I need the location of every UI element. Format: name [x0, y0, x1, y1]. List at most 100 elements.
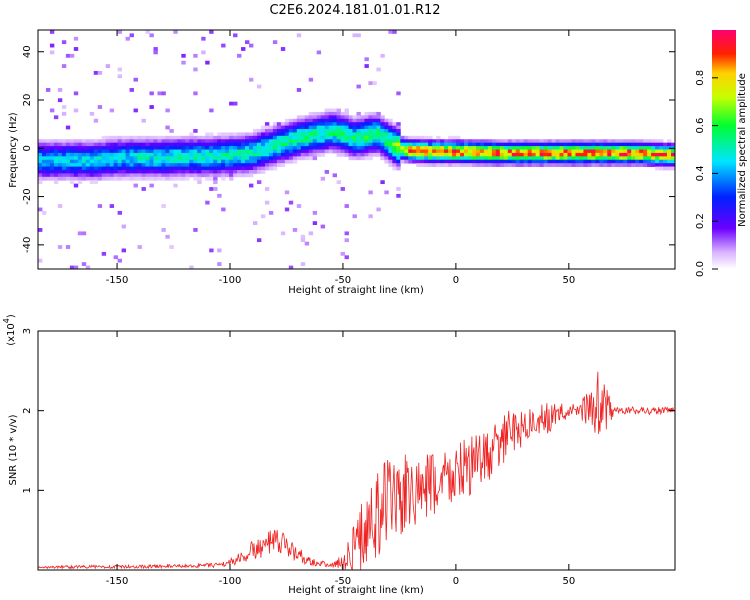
- heatmap-cell: [420, 163, 425, 167]
- heatmap-cell: [109, 163, 115, 167]
- heatmap-cell: [49, 173, 55, 178]
- heatmap-cell: [316, 135, 322, 140]
- heatmap-cell: [284, 156, 290, 161]
- heatmap-cell: [237, 132, 242, 137]
- heatmap-cell: [499, 152, 505, 157]
- heatmap-cell: [392, 132, 397, 137]
- heatmap-cell: [452, 146, 457, 150]
- heatmap-cell: [284, 159, 290, 164]
- heatmap-cell: [241, 159, 246, 164]
- heatmap-cell: [189, 139, 194, 144]
- heatmap-cell: [384, 132, 389, 137]
- heatmap-cell: [607, 149, 612, 154]
- heatmap-cell: [463, 159, 469, 164]
- heatmap-cell: [304, 146, 310, 150]
- heatmap-cell: [456, 159, 461, 164]
- heatmap-cell: [380, 115, 385, 120]
- heatmap-cell: [448, 156, 453, 161]
- heatmap-cell: [372, 111, 377, 116]
- heatmap-cell: [452, 163, 457, 167]
- heatmap-cell: [432, 152, 437, 157]
- heatmap-cell: [41, 159, 47, 164]
- heatmap-cell: [392, 135, 397, 140]
- heatmap-cell: [651, 152, 656, 157]
- heatmap-cell: [241, 169, 246, 174]
- heatmap-cell: [165, 139, 170, 144]
- heatmap-cell: [320, 129, 326, 133]
- heatmap-cell: [133, 163, 138, 167]
- heatmap-cell: [280, 132, 286, 137]
- heatmap-cell: [109, 135, 115, 140]
- heatmap-cell: [121, 152, 126, 157]
- heatmap-cell: [249, 149, 254, 154]
- heatmap-cell: [547, 163, 552, 167]
- heatmap-cell: [456, 142, 461, 147]
- heatmap-cell: [643, 159, 648, 164]
- heatmap-cell: [559, 149, 564, 154]
- heatmap-cell: [125, 173, 130, 178]
- heatmap-cell: [49, 169, 55, 174]
- heatmap-cell: [185, 146, 190, 150]
- heatmap-cell: [117, 166, 123, 171]
- heatmap-cell: [591, 146, 596, 150]
- heatmap-cell: [181, 159, 186, 164]
- heatmap-cell: [543, 142, 548, 147]
- heatmap-cell: [328, 142, 334, 147]
- heatmap-cell: [460, 163, 465, 167]
- heatmap-cell: [177, 152, 182, 157]
- heatmap-cell: [205, 139, 210, 144]
- heatmap-cell: [396, 149, 401, 154]
- heatmap-cell: [547, 149, 552, 154]
- heatmap-cell: [296, 146, 302, 150]
- heatmap-cell: [384, 125, 389, 130]
- heatmap-cell: [408, 135, 413, 140]
- heatmap-cell: [308, 135, 314, 140]
- heatmap-cell: [440, 156, 445, 161]
- heatmap-cell: [412, 135, 417, 140]
- heatmap-cell: [324, 146, 330, 150]
- heatmap-cell: [57, 169, 63, 174]
- heatmap-cell: [364, 64, 369, 68]
- heatmap-cell: [169, 142, 174, 147]
- heatmap-cell: [396, 129, 401, 133]
- heatmap-cell: [145, 149, 150, 154]
- heatmap-cell: [619, 149, 624, 154]
- heatmap-cell: [456, 139, 461, 144]
- heatmap-cell: [368, 152, 373, 157]
- heatmap-cell: [260, 159, 266, 164]
- spectrogram-frame: [37, 29, 676, 270]
- heatmap-cell: [57, 142, 63, 147]
- heatmap-cell: [635, 149, 640, 154]
- heatmap-cell: [491, 146, 497, 150]
- heatmap-cell: [603, 152, 608, 157]
- heatmap-cell: [460, 139, 465, 144]
- heatmap-cell: [193, 152, 198, 157]
- heatmap-cell: [320, 122, 326, 126]
- heatmap-cell: [69, 139, 75, 144]
- heatmap-cell: [456, 135, 461, 140]
- heatmap-cell: [623, 163, 628, 167]
- heatmap-cell: [241, 163, 246, 167]
- heatmap-cell: [340, 122, 345, 126]
- heatmap-cell: [631, 163, 636, 167]
- heatmap-cell: [117, 74, 123, 79]
- heatmap-cell: [300, 149, 306, 154]
- heatmap-cell: [428, 142, 433, 147]
- heatmap-cell: [252, 163, 258, 167]
- heatmap-cell: [559, 146, 564, 150]
- heatmap-cell: [93, 156, 99, 161]
- heatmap-cell: [460, 156, 465, 161]
- heatmap-cell: [619, 139, 624, 144]
- heatmap-cell: [352, 33, 357, 38]
- heatmap-cell: [49, 50, 55, 55]
- heatmap-cell: [404, 135, 409, 140]
- heatmap-cell: [408, 142, 413, 147]
- heatmap-cell: [213, 169, 218, 174]
- heatmap-cell: [237, 156, 242, 161]
- heatmap-cell: [503, 159, 509, 164]
- heatmap-cell: [376, 149, 381, 154]
- heatmap-cell: [392, 129, 397, 133]
- heatmap-cell: [233, 139, 238, 144]
- heatmap-cell: [193, 149, 198, 154]
